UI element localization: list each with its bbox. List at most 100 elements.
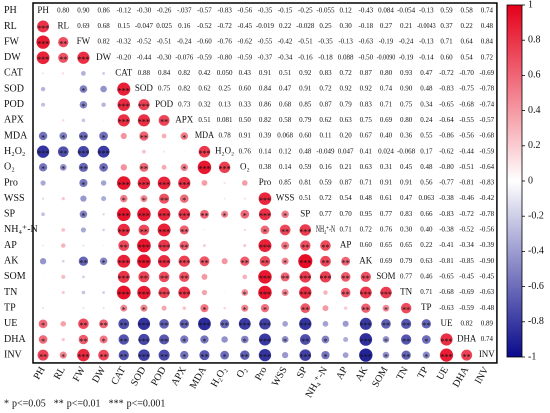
diagonal-label: POD — [155, 99, 174, 109]
significance-stars: ** — [140, 133, 148, 142]
value-label: 0.32 — [198, 100, 211, 108]
column-label: RL — [52, 365, 68, 382]
correlation-circle — [58, 37, 69, 48]
value-label: -0.78 — [480, 85, 495, 93]
correlation-circle — [281, 257, 289, 265]
value-label: -0.55 — [258, 38, 273, 46]
significance-stars: ** — [362, 306, 370, 315]
significance-stars: *** — [259, 274, 271, 283]
value-label: 0.21 — [400, 22, 413, 30]
correlation-circle — [223, 181, 226, 185]
significance-stars: ** — [160, 337, 168, 346]
correlation-circle — [116, 207, 131, 222]
correlation-circle — [40, 86, 46, 92]
correlation-circle — [180, 132, 189, 140]
correlation-circle — [224, 245, 225, 246]
value-label: 0.95 — [360, 210, 373, 218]
value-label: 0.36 — [400, 132, 413, 140]
correlation-circle — [79, 100, 88, 109]
correlation-circle — [78, 131, 88, 141]
correlation-circle — [359, 333, 373, 346]
significance-stars: * — [263, 227, 267, 236]
correlation-circle — [220, 350, 229, 360]
significance-stars: *** — [319, 274, 331, 283]
correlation-circle — [140, 304, 148, 312]
significance-stars: *** — [138, 259, 150, 268]
correlation-circle — [157, 176, 171, 190]
value-label: 0.71 — [440, 38, 453, 46]
diagonal-label: H₂O₂ — [215, 146, 234, 156]
value-label: 0.89 — [481, 319, 494, 327]
correlation-circle — [137, 176, 151, 190]
value-label: -0.25 — [298, 6, 313, 14]
value-label: 0.76 — [239, 147, 252, 155]
value-label: 0.34 — [420, 100, 433, 108]
value-label: -0.45 — [237, 22, 252, 30]
value-label: 0.24 — [420, 116, 433, 124]
value-label: 0.92 — [360, 85, 373, 93]
correlation-circle — [282, 321, 288, 327]
column-label: WSS — [270, 365, 290, 388]
note-label: p<=0.01 — [67, 398, 101, 409]
correlation-circle — [37, 349, 49, 361]
correlation-circle — [82, 244, 85, 247]
correlation-circle — [179, 225, 189, 235]
significance-stars: * — [283, 212, 287, 221]
value-label: 0.87 — [319, 100, 332, 108]
value-label: -0.74 — [480, 100, 495, 108]
value-label: 0.91 — [299, 85, 312, 93]
value-label: 0.081 — [217, 116, 233, 124]
correlation-circle — [82, 307, 85, 310]
correlation-circle — [199, 350, 210, 361]
row-label: POD — [4, 99, 24, 110]
correlation-circle — [258, 208, 271, 221]
correlation-circle — [259, 255, 271, 267]
value-label: 0.75 — [400, 100, 413, 108]
correlation-circle — [140, 195, 148, 203]
value-label: 0.25 — [218, 85, 231, 93]
correlation-circle — [281, 210, 289, 219]
correlation-circle — [179, 271, 190, 282]
value-label: 0.41 — [360, 147, 373, 155]
significance-stars: *** — [299, 274, 311, 283]
value-label: -0.65 — [439, 272, 454, 280]
value-label: 0.62 — [198, 85, 211, 93]
value-label: -0.0043 — [417, 22, 436, 30]
value-label: -0.16 — [298, 53, 313, 61]
correlation-circle — [240, 209, 250, 219]
value-label: 0.80 — [400, 116, 413, 124]
value-label: -0.65 — [439, 100, 454, 108]
significance-stars: * — [142, 196, 146, 205]
correlation-circle — [179, 319, 190, 329]
significance-stars: ** — [120, 352, 128, 361]
correlation-circle — [120, 164, 127, 171]
row-label: AP — [4, 240, 17, 251]
correlation-circle — [380, 286, 392, 299]
significance-stars: *** — [259, 196, 271, 205]
significance-stars: *** — [138, 212, 150, 221]
correlation-circle — [102, 307, 105, 310]
correlation-circle — [179, 240, 189, 251]
value-label: 0.74 — [481, 6, 494, 14]
value-label: 0.20 — [340, 132, 353, 140]
correlation-circle — [238, 317, 251, 330]
significance-stars: * — [384, 337, 388, 346]
value-label: -0.028 — [296, 22, 315, 30]
significance-stars: *** — [360, 352, 372, 361]
value-label: 0.73 — [178, 100, 191, 108]
significance-stars: *** — [440, 337, 452, 346]
correlation-circle — [61, 290, 65, 295]
significance-stars: *** — [138, 290, 150, 299]
significance-stars: * — [102, 133, 106, 142]
colorbar-tick-label: -0.8 — [528, 316, 544, 327]
significance-stars: * — [384, 306, 388, 315]
correlation-circle — [321, 335, 330, 344]
value-label: -0.37 — [258, 53, 273, 61]
value-label: 0.22 — [461, 22, 474, 30]
value-label: 0.25 — [319, 22, 332, 30]
diagonal-label: FW — [77, 36, 91, 46]
correlation-circle — [138, 224, 150, 236]
correlation-circle — [340, 272, 351, 282]
value-label: 0.21 — [340, 163, 353, 171]
